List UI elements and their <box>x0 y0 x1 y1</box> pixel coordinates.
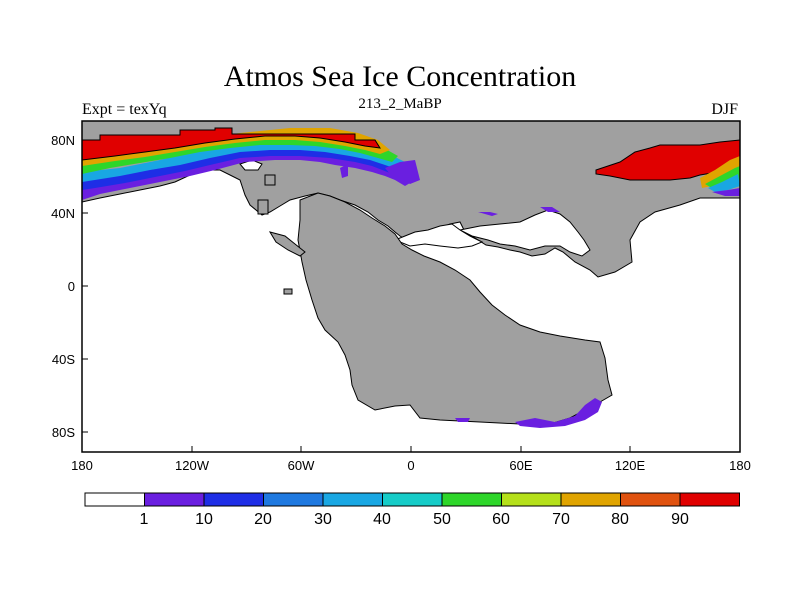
x-tick-label: 0 <box>407 458 414 473</box>
colorbar-label: 30 <box>314 511 332 528</box>
x-tick-label: 120E <box>615 458 646 473</box>
map-subtitle: 213_2_MaBP <box>358 96 442 112</box>
colorbar-box <box>620 492 681 507</box>
y-tick-label: 40N <box>51 206 75 221</box>
colorbar-box <box>322 492 383 507</box>
colorbar-box <box>84 492 145 507</box>
x-tick-label: 180 <box>729 458 751 473</box>
colorbar-label: 1 <box>140 511 149 528</box>
colorbar-label: 50 <box>433 511 451 528</box>
land-south <box>297 192 613 425</box>
y-tick-label: 80N <box>51 133 75 148</box>
y-tick-label: 0 <box>68 279 75 294</box>
colorbar-label: 90 <box>671 511 689 528</box>
experiment-label: Expt = texYq <box>82 101 167 118</box>
colorbar-label: 70 <box>552 511 570 528</box>
colorbar-box <box>382 492 443 507</box>
y-tick-label: 80S <box>52 425 75 440</box>
colorbar-box <box>263 492 324 507</box>
colorbar-label: 40 <box>373 511 391 528</box>
y-tick-label: 40S <box>52 352 75 367</box>
map-plot <box>82 121 740 452</box>
colorbar-label: 60 <box>492 511 510 528</box>
colorbar-box <box>144 492 205 507</box>
season-label: DJF <box>711 101 738 118</box>
map-title: Atmos Sea Ice Concentration <box>223 60 577 93</box>
colorbar-box <box>203 492 264 507</box>
x-tick-label: 60E <box>509 458 532 473</box>
colorbar <box>84 492 740 507</box>
x-tick-label: 120W <box>175 458 210 473</box>
x-tick-label: 180 <box>71 458 93 473</box>
colorbar-labels: 1 10 20 30 40 50 60 70 80 90 <box>140 511 689 528</box>
colorbar-box <box>560 492 621 507</box>
colorbar-label: 10 <box>195 511 213 528</box>
colorbar-label: 20 <box>254 511 272 528</box>
colorbar-box <box>501 492 562 507</box>
x-tick-label: 60W <box>288 458 315 473</box>
colorbar-box <box>679 492 740 507</box>
colorbar-label: 80 <box>611 511 629 528</box>
colorbar-box <box>441 492 502 507</box>
